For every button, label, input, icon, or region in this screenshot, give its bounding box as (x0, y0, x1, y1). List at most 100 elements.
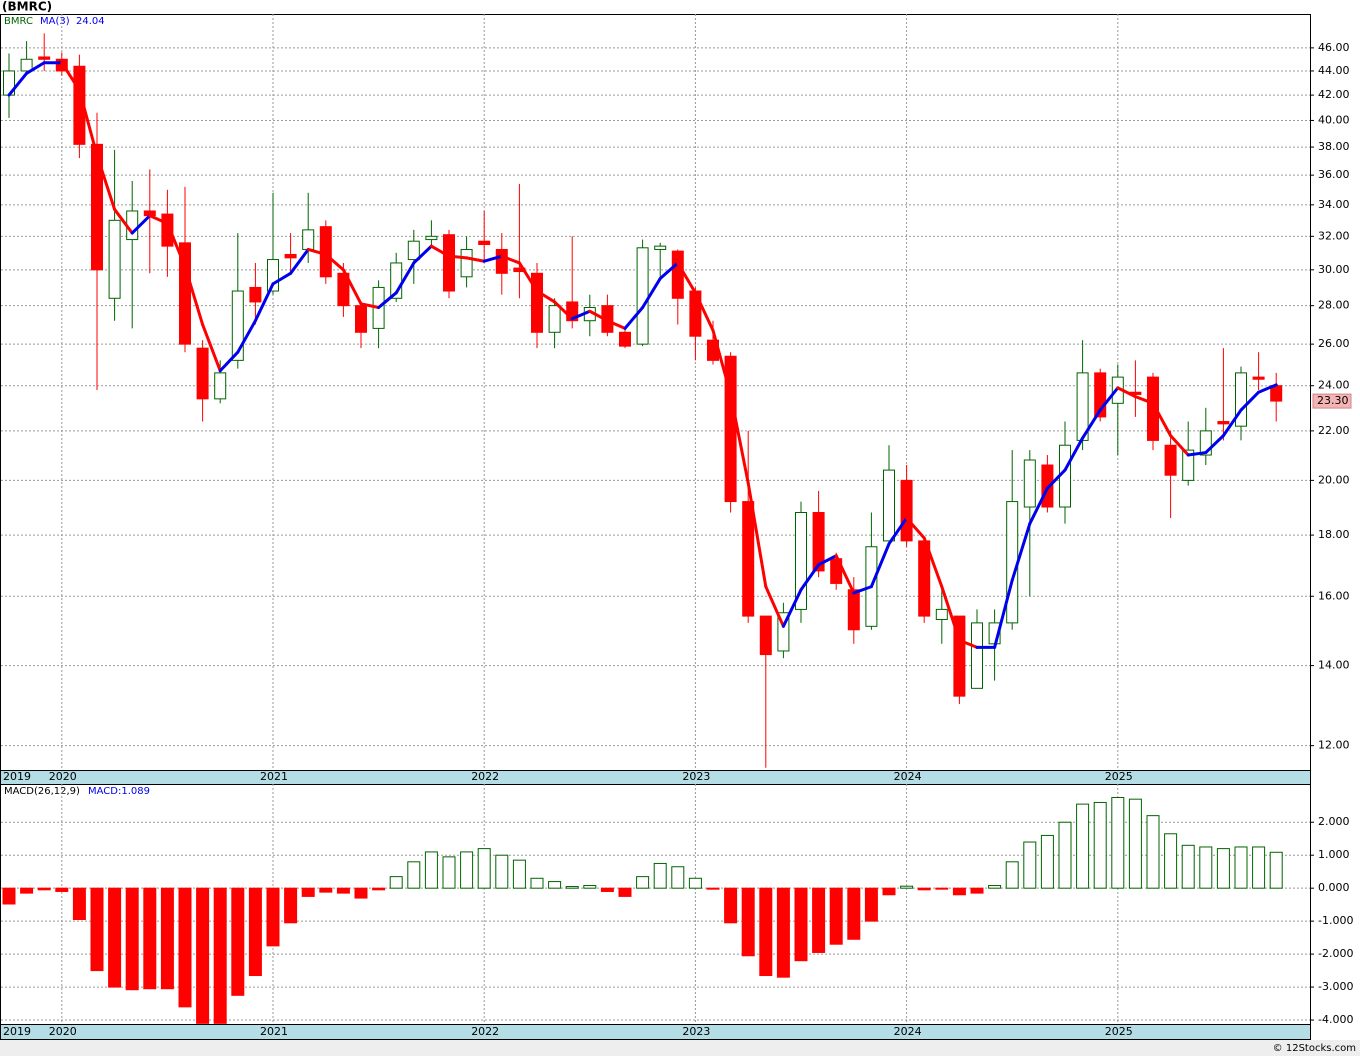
candle-body (847, 589, 860, 631)
last-price-label: 23.30 (1317, 394, 1349, 407)
ma-line (201, 323, 222, 373)
x-tick-label: 2022 (471, 1025, 499, 1038)
macd-bar (1023, 841, 1037, 889)
macd-bar (776, 887, 790, 978)
macd-bar (1093, 801, 1107, 889)
ma-line (781, 588, 803, 628)
ma-line (764, 585, 785, 628)
ma-line (588, 309, 609, 323)
y-tick-label: 34.00 (1318, 198, 1350, 211)
candle-body (1252, 376, 1265, 380)
macd-bar (495, 854, 509, 889)
y-tick-label: 38.00 (1318, 140, 1350, 153)
candle-body (1006, 501, 1019, 624)
ma-line (940, 585, 961, 642)
ma-line (746, 481, 768, 589)
candle-body (971, 622, 983, 689)
candle-body (654, 245, 667, 250)
ma-line (25, 61, 46, 75)
candle-body (636, 247, 649, 345)
candle-body (179, 242, 191, 345)
macd-bar (1252, 846, 1266, 889)
ma-line (1204, 434, 1225, 455)
ma-line (500, 254, 521, 265)
x-tick-label: 2024 (894, 1025, 922, 1038)
x-tick-label: 2024 (894, 770, 922, 783)
ma-line (306, 247, 328, 256)
footer-bar (0, 1040, 1360, 1056)
macd-bar (1040, 834, 1054, 889)
macd-bar (1181, 844, 1195, 889)
macd-bar (372, 887, 386, 891)
candle-body (126, 210, 139, 241)
last-price-box (1312, 393, 1352, 409)
ma-line (1010, 522, 1032, 582)
ma-line (1081, 408, 1102, 440)
candle-body (548, 305, 561, 333)
macd-bar (618, 887, 632, 897)
ma-line (341, 268, 363, 306)
ma-line (1186, 451, 1208, 457)
macd-bar (407, 861, 421, 889)
ma-line (887, 516, 909, 546)
macd-bar (55, 887, 69, 892)
ma-line (834, 554, 856, 595)
y-tick-label: 46.00 (1318, 41, 1350, 54)
ma-line (1116, 386, 1137, 399)
macd-bar (565, 886, 579, 889)
candle-body (1182, 449, 1195, 481)
ma-line (359, 302, 381, 310)
candle-body (883, 469, 895, 542)
macd-bar (125, 887, 139, 991)
candle-body (443, 234, 455, 292)
ma-line (447, 254, 469, 260)
candle-body (478, 240, 491, 245)
ma-line (253, 282, 275, 323)
macd-bar (424, 851, 438, 889)
candle-body (671, 250, 684, 299)
macd-bar (196, 887, 210, 1024)
ma-line (377, 291, 398, 310)
macd-bar (354, 887, 368, 899)
macd-bar (671, 866, 685, 889)
candle-body (953, 615, 966, 697)
macd-bar (1199, 846, 1213, 889)
macd-bar (213, 887, 227, 1024)
y-tick-label: 36.00 (1318, 168, 1350, 181)
chart-title: (BMRC) (2, 0, 52, 14)
ma-line (993, 578, 1014, 649)
macd-bar (724, 887, 738, 924)
ma-line (1151, 401, 1173, 438)
y-tick-label: 32.00 (1318, 229, 1350, 242)
ma-line (1063, 436, 1085, 472)
macd-bar (284, 887, 298, 924)
candle-body (1199, 430, 1212, 456)
macd-bar (442, 856, 456, 889)
ma-line (1133, 395, 1155, 405)
ma-line (905, 516, 926, 540)
ma-line (922, 536, 944, 589)
candle-body (1235, 372, 1247, 427)
candle-body (161, 213, 174, 247)
macd-bar (1146, 815, 1160, 889)
ma-line (799, 563, 821, 592)
candle-body (108, 219, 121, 299)
year-strip (0, 1024, 1311, 1040)
x-tick-label: 2021 (260, 1025, 288, 1038)
y-tick-label: -1.000 (1318, 914, 1353, 927)
ma-line (817, 554, 838, 567)
macd-bar (548, 881, 562, 889)
macd-value: MACD:1.089 (88, 786, 150, 797)
macd-bar (143, 887, 157, 990)
candle-body (460, 248, 473, 278)
candle-body (38, 56, 51, 60)
candle-body (425, 235, 438, 241)
macd-bar (900, 885, 914, 889)
ma-line (869, 542, 891, 589)
ma-line (482, 254, 504, 263)
macd-bar (231, 887, 245, 996)
ma-line (1028, 486, 1049, 526)
macd-bar (952, 887, 966, 896)
macd-bar (20, 887, 34, 894)
